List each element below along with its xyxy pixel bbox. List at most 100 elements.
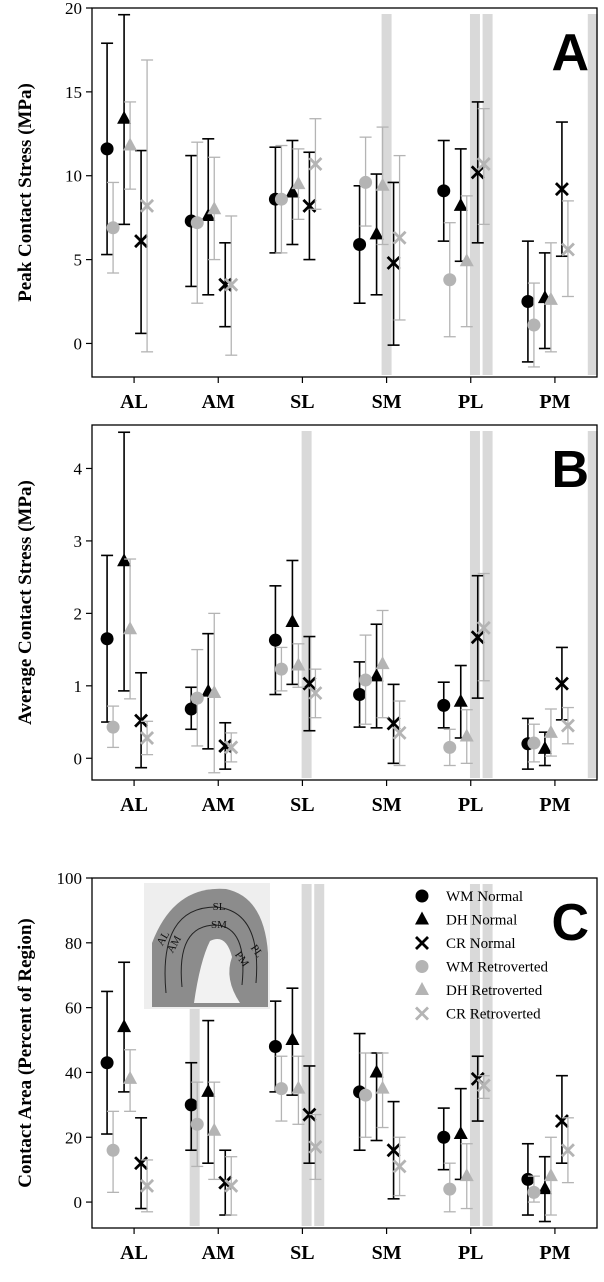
data-point-triangle bbox=[375, 177, 390, 191]
y-axis-title: Average Contact Stress (MPa) bbox=[15, 480, 36, 725]
x-tick-label-pm: PM bbox=[539, 794, 570, 816]
inset-inner-rim bbox=[180, 924, 244, 988]
series-wm-retroverted bbox=[106, 1052, 541, 1213]
data-point-triangle bbox=[543, 291, 558, 305]
data-point-triangle bbox=[543, 1168, 558, 1182]
significance-bar-4 bbox=[587, 14, 598, 375]
data-point-circle bbox=[527, 1185, 541, 1199]
data-point-triangle bbox=[123, 621, 138, 635]
legend-marker-triangle bbox=[415, 911, 429, 925]
data-point-x bbox=[308, 686, 323, 701]
data-point-triangle bbox=[459, 728, 474, 742]
series-dh-normal bbox=[117, 431, 552, 767]
data-point-circle bbox=[100, 632, 114, 646]
data-point-triangle bbox=[453, 1126, 468, 1140]
x-tick-label-sm: SM bbox=[372, 1242, 402, 1264]
x-tick-label-sl: SL bbox=[290, 391, 314, 413]
legend: WM Normal DH Normal CR Normal WM Retroverte… bbox=[415, 889, 549, 1023]
data-point-triangle bbox=[117, 110, 132, 124]
inset-humeral-head bbox=[194, 939, 240, 1003]
inset-label-sm: SM bbox=[211, 919, 227, 931]
data-point-triangle bbox=[123, 1070, 138, 1084]
series-cr-retroverted bbox=[140, 1075, 575, 1216]
legend-label: CR Retroverted bbox=[446, 1007, 541, 1023]
significance-bar-4 bbox=[469, 884, 480, 1226]
legend-label: DH Normal bbox=[446, 913, 517, 929]
data-point-x bbox=[386, 255, 401, 270]
data-point-triangle bbox=[201, 207, 216, 221]
data-point-circle bbox=[521, 295, 535, 309]
x-tick-label-pm: PM bbox=[539, 391, 570, 413]
significance-bar-1 bbox=[301, 431, 312, 778]
data-point-triangle bbox=[369, 668, 384, 682]
data-point-circle bbox=[268, 633, 282, 647]
y-tick-label: 5 bbox=[74, 251, 83, 270]
data-point-circle bbox=[437, 1130, 451, 1144]
data-point-x bbox=[134, 1156, 149, 1171]
data-point-x bbox=[224, 277, 239, 292]
y-tick-label: 10 bbox=[65, 167, 82, 186]
data-point-circle bbox=[443, 740, 457, 754]
series-dh-normal bbox=[117, 961, 552, 1223]
data-point-circle bbox=[359, 673, 373, 687]
inset-outer-rim bbox=[164, 906, 258, 994]
y-tick-label: 40 bbox=[65, 1063, 82, 1082]
data-point-triangle bbox=[117, 1019, 132, 1033]
data-point-x bbox=[308, 156, 323, 171]
data-point-circle bbox=[106, 1143, 120, 1157]
x-tick-label-am: AM bbox=[202, 391, 235, 413]
data-point-x bbox=[386, 716, 401, 731]
significance-bar-5 bbox=[482, 884, 493, 1226]
y-tick-label: 0 bbox=[74, 1193, 83, 1212]
data-point-circle bbox=[353, 688, 367, 702]
panel-c: 0 20 40 60 80 100 AL AM SL SM PL PM Contact Area (Pe… bbox=[15, 869, 598, 1264]
significance-bar-2 bbox=[469, 431, 480, 778]
series-cr-normal bbox=[134, 101, 569, 346]
series-wm-normal bbox=[100, 42, 535, 363]
data-point-triangle bbox=[459, 253, 474, 267]
y-tick-label: 3 bbox=[74, 532, 83, 551]
data-point-x bbox=[470, 165, 485, 180]
data-point-triangle bbox=[537, 740, 552, 754]
data-point-circle bbox=[359, 175, 373, 189]
data-point-circle bbox=[100, 1056, 114, 1070]
significance-bar-2 bbox=[301, 884, 312, 1226]
significance-bar-3 bbox=[314, 884, 325, 1226]
y-tick-label: 1 bbox=[74, 677, 83, 696]
data-point-x bbox=[554, 676, 569, 691]
series-cr-normal bbox=[134, 574, 569, 770]
data-point-circle bbox=[274, 662, 288, 676]
data-point-circle bbox=[268, 1040, 282, 1054]
legend-marker-triangle bbox=[415, 982, 429, 995]
legend-marker-x bbox=[415, 936, 429, 950]
data-point-x bbox=[560, 1143, 575, 1158]
data-point-circle bbox=[106, 720, 120, 734]
x-tick-label-sm: SM bbox=[372, 794, 402, 816]
y-tick-label: 15 bbox=[65, 83, 82, 102]
y-tick-label: 100 bbox=[57, 869, 83, 888]
data-point-triangle bbox=[207, 685, 222, 699]
data-point-circle bbox=[521, 1172, 535, 1186]
data-point-triangle bbox=[291, 657, 306, 671]
data-point-triangle bbox=[285, 614, 300, 628]
series-cr-retroverted bbox=[140, 572, 575, 767]
series-dh-retroverted bbox=[123, 101, 558, 353]
x-tick-label-pl: PL bbox=[458, 391, 484, 413]
significance-bar-3 bbox=[482, 431, 493, 778]
data-point-x bbox=[392, 1159, 407, 1174]
legend-label: WM Retroverted bbox=[446, 960, 549, 976]
data-point-circle bbox=[353, 237, 367, 251]
data-point-circle bbox=[274, 192, 288, 206]
data-point-triangle bbox=[375, 1080, 390, 1094]
data-point-triangle bbox=[117, 553, 132, 567]
legend-marker-x bbox=[415, 1006, 429, 1021]
y-tick-label: 4 bbox=[74, 459, 83, 478]
data-point-circle bbox=[443, 273, 457, 287]
data-point-x bbox=[224, 740, 239, 755]
panel-letter: C bbox=[551, 894, 589, 952]
plot-frame bbox=[91, 877, 598, 1229]
series-dh-retroverted bbox=[123, 1049, 558, 1216]
